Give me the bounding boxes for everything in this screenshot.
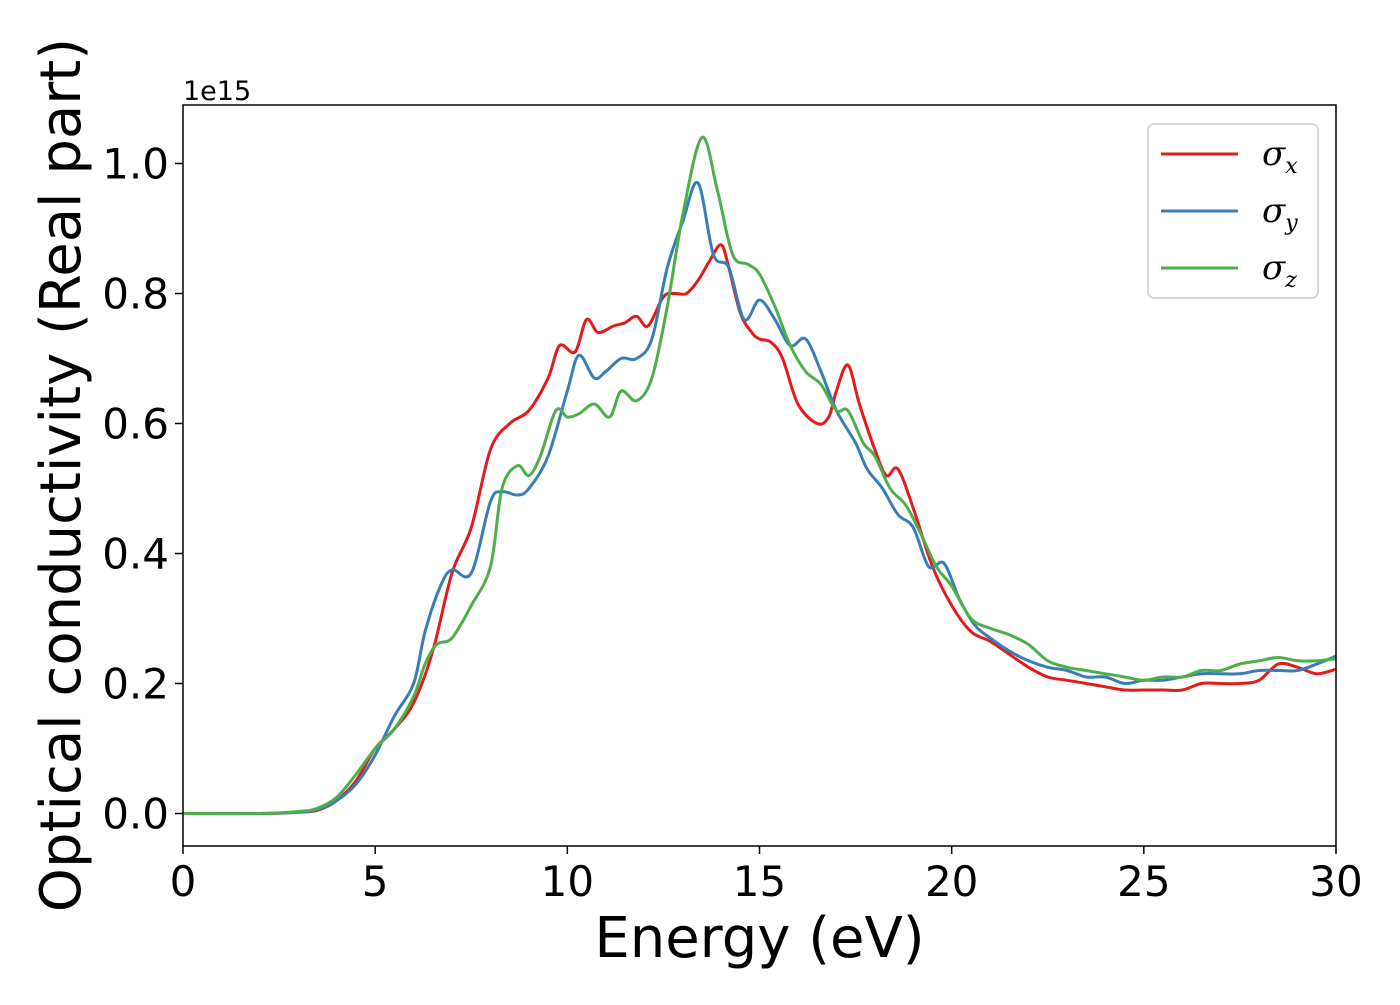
legend-item-y: σy [1161, 191, 1298, 236]
x-tick-label: 25 [1117, 857, 1170, 906]
x-tick-label: 20 [925, 857, 978, 906]
x-axis-ticks: 0 5 10 15 20 25 30 [170, 846, 1363, 906]
series-line-x [182, 243, 1337, 816]
legend-label: σy [1262, 191, 1298, 236]
y-axis-title: Optical conductivity (Real part) [29, 38, 94, 912]
legend-item-x: σx [1161, 134, 1298, 179]
x-tick-label: 10 [541, 857, 594, 906]
y-tick-label: 0.4 [102, 530, 169, 579]
series-layer [182, 135, 1337, 816]
legend: σx σy σz [1147, 123, 1319, 299]
series-line-y [182, 181, 1337, 816]
x-tick-label: 15 [733, 857, 786, 906]
x-tick-label: 5 [362, 857, 389, 906]
legend-label: σx [1262, 134, 1298, 179]
x-axis-title: Energy (eV) [594, 906, 924, 971]
series-line-z [182, 135, 1337, 816]
x-tick-label: 0 [170, 857, 197, 906]
y-tick-label: 1.0 [102, 140, 169, 189]
y-tick-label: 0.8 [102, 270, 169, 319]
y-offset-label: 1e15 [183, 76, 251, 107]
x-tick-label: 30 [1309, 857, 1362, 906]
y-tick-label: 0.0 [102, 790, 169, 839]
legend-item-z: σz [1161, 248, 1297, 293]
y-axis-ticks: 0.0 0.2 0.4 0.6 0.8 1.0 [102, 140, 183, 839]
y-tick-label: 0.2 [102, 660, 169, 709]
legend-label: σz [1262, 248, 1297, 293]
legend-items: σx σy σz [1161, 134, 1298, 293]
y-tick-label: 0.6 [102, 400, 169, 449]
